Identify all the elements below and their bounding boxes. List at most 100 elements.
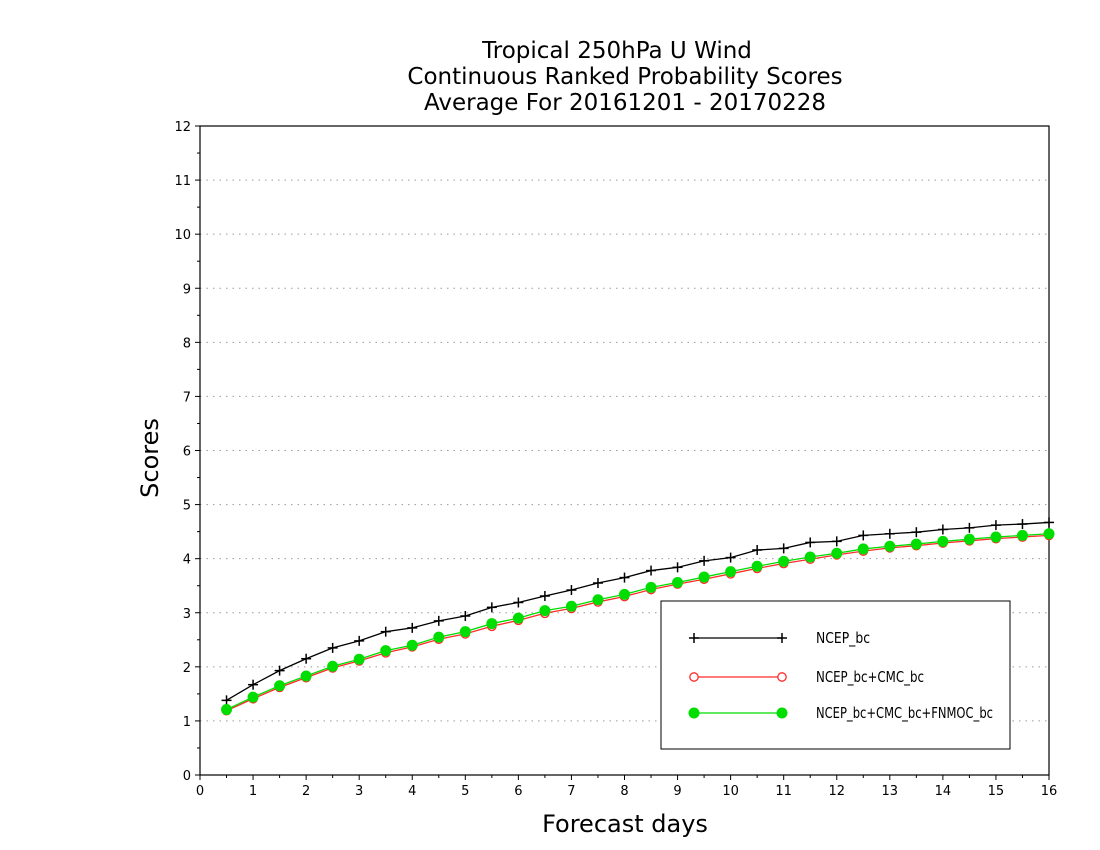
- series-3-point: [221, 704, 233, 716]
- series-3-point: [274, 680, 286, 692]
- series-3-point: [751, 560, 763, 572]
- legend-box: [660, 600, 1011, 750]
- series-3-point: [353, 653, 365, 665]
- series-1-point: [592, 578, 603, 589]
- legend-marker: [689, 672, 699, 682]
- series-1-point: [778, 543, 789, 554]
- series-1-point: [1017, 519, 1028, 530]
- series-3-point: [884, 540, 896, 552]
- series-1-point: [884, 528, 895, 539]
- y-tick-label-11: 11: [174, 174, 191, 189]
- x-axis: 0 1 2 3 4 5 6 7 8 9 10 11 12 13 14 15 16: [196, 775, 1057, 799]
- chart-title: Tropical 250hPa U Wind Continuous Ranked…: [407, 38, 842, 116]
- series-1-point: [486, 602, 497, 613]
- y-tick-label-4: 4: [183, 553, 191, 568]
- x-tick-label-9: 9: [673, 784, 681, 799]
- x-tick-label-3: 3: [355, 784, 363, 799]
- series-3-point: [486, 618, 498, 630]
- series-1-point: [990, 520, 1001, 531]
- series-3-point: [247, 691, 259, 703]
- series-1-point: [831, 536, 842, 547]
- series-3-point: [380, 645, 392, 657]
- legend-entry-1: NCEP_bc: [689, 629, 870, 648]
- series-3-point: [300, 670, 312, 682]
- y-tick-label-2: 2: [183, 661, 191, 676]
- series-1-point: [354, 635, 365, 646]
- series-3-point: [778, 555, 790, 567]
- series-1-point: [911, 527, 922, 538]
- series-3-point: [406, 639, 418, 651]
- y-tick-label-1: 1: [183, 715, 191, 730]
- series-1-point: [619, 572, 630, 583]
- series-3-point: [565, 600, 577, 612]
- series-3-point: [619, 588, 630, 600]
- y-tick-label-3: 3: [183, 607, 191, 622]
- series-3-point: [990, 531, 1002, 543]
- legend-label-2: NCEP_bc+CMC_bc: [816, 668, 924, 687]
- x-tick-label-14: 14: [935, 784, 952, 799]
- series-1-point: [274, 665, 285, 676]
- series-1-point: [221, 695, 232, 706]
- chart-title-line-2: Continuous Ranked Probability Scores: [407, 64, 842, 90]
- series-1-point: [937, 524, 948, 535]
- series-1-point: [805, 537, 816, 548]
- legend-marker: [777, 633, 787, 643]
- legend-marker: [777, 672, 787, 682]
- y-tick-label-12: 12: [174, 120, 191, 135]
- y-tick-label-7: 7: [183, 390, 191, 405]
- series-1-point: [539, 590, 550, 601]
- series-1-point: [380, 626, 391, 637]
- x-axis-label: Forecast days: [542, 810, 708, 838]
- series-1: [221, 517, 1054, 706]
- chart-title-line-3: Average For 20161201 - 20170228: [424, 90, 826, 116]
- series-3-point: [963, 533, 975, 545]
- series-3-point: [672, 576, 684, 588]
- y-tick-label-8: 8: [183, 336, 191, 351]
- x-tick-label-4: 4: [408, 784, 416, 799]
- x-tick-label-6: 6: [514, 784, 522, 799]
- series-3-point: [433, 631, 445, 643]
- series-3-point: [592, 594, 604, 606]
- series-1-point: [301, 653, 312, 664]
- series-3-point: [512, 612, 524, 624]
- series-3-point: [1043, 528, 1055, 540]
- series-1-point: [858, 530, 869, 541]
- series-1-point: [433, 615, 444, 626]
- legend-entry-3: NCEP_bc+CMC_bc+FNMOC_bc: [688, 704, 993, 723]
- legend: NCEP_bc NCEP_bc+CMC_bc NCEP_bc+CMC_bc+FNMO…: [660, 600, 1011, 750]
- series-1-point: [248, 679, 259, 690]
- series-1-point: [646, 565, 657, 576]
- x-tick-label-13: 13: [882, 784, 899, 799]
- series-3-point: [1016, 529, 1028, 541]
- x-tick-label-15: 15: [988, 784, 1005, 799]
- legend-label-1: NCEP_bc: [816, 629, 870, 648]
- series-1-point: [566, 585, 577, 596]
- x-tick-label-0: 0: [196, 784, 204, 799]
- y-tick-label-9: 9: [183, 282, 191, 297]
- x-tick-label-10: 10: [722, 784, 739, 799]
- x-tick-label-7: 7: [567, 784, 575, 799]
- x-tick-label-2: 2: [302, 784, 310, 799]
- series-1-point: [513, 597, 524, 608]
- series-1-point: [699, 555, 710, 566]
- y-tick-label-5: 5: [183, 499, 191, 514]
- series-3-point: [725, 566, 737, 578]
- y-tick-label-6: 6: [183, 445, 191, 460]
- y-tick-label-10: 10: [174, 228, 191, 243]
- series-1-point: [964, 522, 975, 533]
- series-1-point: [672, 562, 683, 573]
- x-tick-label-12: 12: [828, 784, 845, 799]
- series-3-point: [857, 543, 869, 555]
- series-1-point: [407, 622, 418, 633]
- legend-marker: [689, 633, 699, 643]
- series-3-point: [327, 660, 339, 672]
- x-tick-label-1: 1: [249, 784, 257, 799]
- x-tick-label-16: 16: [1041, 784, 1058, 799]
- series-3-point: [539, 605, 551, 617]
- series-1-point: [460, 610, 471, 621]
- series-3-point: [937, 535, 949, 547]
- y-tick-label-0: 0: [183, 769, 191, 784]
- series-3-point: [645, 581, 657, 593]
